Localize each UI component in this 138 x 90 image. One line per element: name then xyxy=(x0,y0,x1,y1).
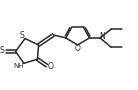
Text: S: S xyxy=(0,46,5,55)
Text: O: O xyxy=(74,44,80,53)
Text: NH: NH xyxy=(13,63,24,69)
Text: S: S xyxy=(19,31,24,40)
Text: O: O xyxy=(47,62,53,71)
Text: N: N xyxy=(99,32,105,41)
